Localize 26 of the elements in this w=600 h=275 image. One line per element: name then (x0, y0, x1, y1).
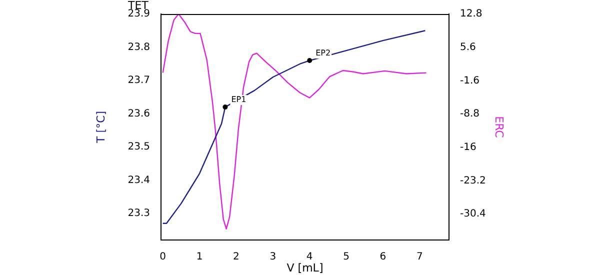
x-tick-label: 7 (416, 252, 423, 263)
y2-tick-label: -16 (460, 142, 476, 153)
y-tick-label: 23.7 (128, 75, 150, 86)
y-tick-label: 23.3 (128, 208, 150, 220)
x-tick-label: 2 (233, 252, 240, 263)
y2-tick-label: -1.6 (460, 75, 480, 86)
x-tick-label: 6 (380, 252, 386, 263)
x-tick-label: 0 (160, 252, 166, 263)
y-tick-label: 23.8 (128, 42, 150, 53)
y-tick-label: 23.6 (128, 108, 150, 120)
y2-tick-label: -30.4 (460, 208, 486, 220)
y-tick-label: 23.5 (128, 142, 150, 153)
y2-axis-title: ERC (492, 116, 506, 138)
y2-tick-label: -8.8 (460, 108, 480, 120)
x-axis-title: V [mL] (286, 261, 324, 274)
x-tick-label: 4 (306, 252, 313, 263)
x-tick-label: 5 (343, 252, 350, 263)
x-tick-label: 1 (196, 252, 203, 263)
y2-tick-label: -23.2 (460, 175, 486, 186)
y-tick-label: 23.4 (128, 174, 150, 186)
annotation: EP1 (231, 95, 246, 104)
y2-tick-label: 5.6 (460, 42, 476, 53)
y2-tick-label: 12.8 (460, 8, 482, 20)
x-tick-label: 3 (270, 252, 276, 263)
y-axis-title: T [°C] (94, 111, 108, 144)
annotation: EP2 (316, 48, 331, 58)
